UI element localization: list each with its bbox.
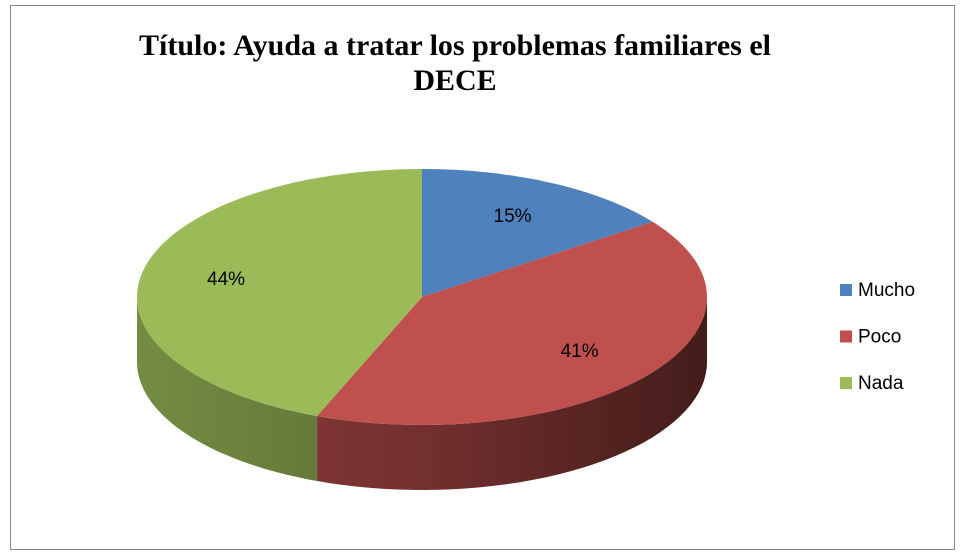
legend-swatch xyxy=(840,377,852,389)
slice xyxy=(137,169,422,416)
data-label: 44% xyxy=(207,269,245,290)
legend-label: Poco xyxy=(858,327,901,348)
legend-label: Mucho xyxy=(858,280,915,301)
slice xyxy=(317,221,707,425)
legend-swatch xyxy=(840,330,852,343)
slice-side xyxy=(317,297,707,490)
slice xyxy=(422,169,653,297)
legend-label: Nada xyxy=(858,373,904,394)
slice-side xyxy=(137,297,318,481)
data-label: 41% xyxy=(561,341,599,362)
chart-title: Título: Ayuda a tratar los problemas fam… xyxy=(139,29,771,97)
data-label: 15% xyxy=(494,206,532,227)
legend-swatch xyxy=(840,284,852,296)
